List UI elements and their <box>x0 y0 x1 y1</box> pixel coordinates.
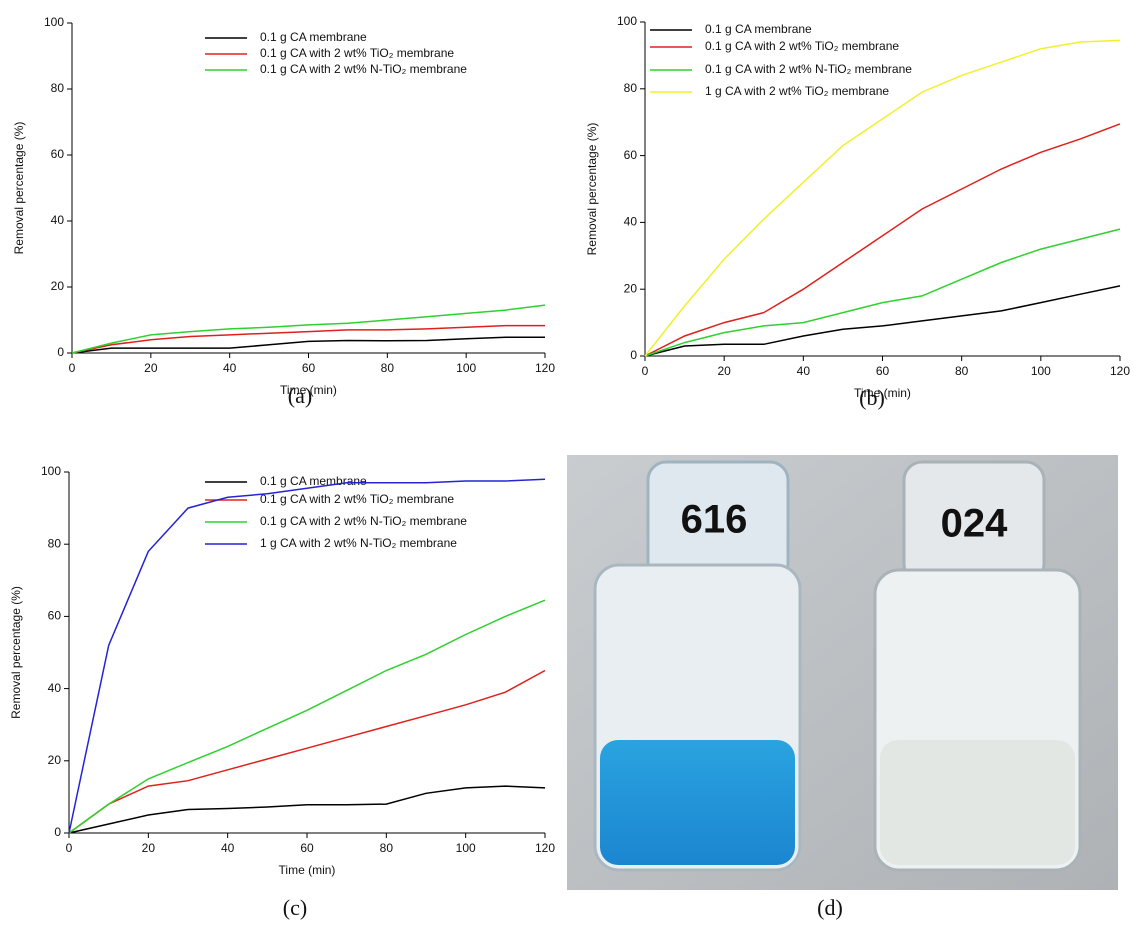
legend-label: 0.1 g CA with 2 wt% N-TiO₂ membrane <box>260 514 467 528</box>
data-line <box>68 478 546 834</box>
x-tick-label: 60 <box>302 361 316 375</box>
x-tick-label: 120 <box>535 361 555 375</box>
panel-caption: (b) <box>859 385 885 410</box>
legend-label: 0.1 g CA membrane <box>260 474 367 488</box>
y-axis-label: Removal percentage (%) <box>12 122 26 255</box>
data-line <box>644 228 1121 357</box>
data-line <box>644 285 1121 357</box>
x-tick-label: 80 <box>380 841 394 855</box>
blue-solution <box>600 740 795 865</box>
photo: 616 024 <box>567 455 1118 890</box>
data-line <box>71 304 546 354</box>
y-axis-label: Removal percentage (%) <box>9 586 23 719</box>
x-tick-label: 100 <box>456 361 476 375</box>
x-tick-label: 40 <box>221 841 235 855</box>
y-tick-label: 40 <box>51 213 65 227</box>
x-tick-label: 0 <box>69 361 76 375</box>
x-tick-label: 60 <box>876 364 890 378</box>
x-tick-label: 120 <box>535 841 555 855</box>
legend-label: 0.1 g CA membrane <box>260 30 367 44</box>
y-tick-label: 0 <box>57 345 64 359</box>
clear-solution <box>880 740 1075 865</box>
x-tick-label: 40 <box>797 364 811 378</box>
x-tick-label: 20 <box>717 364 731 378</box>
data-line <box>71 336 545 354</box>
y-tick-label: 60 <box>48 609 62 623</box>
y-axis-label: Removal percentage (%) <box>585 123 599 256</box>
x-tick-label: 60 <box>300 841 314 855</box>
x-tick-label: 20 <box>142 841 156 855</box>
x-tick-label: 40 <box>223 361 237 375</box>
y-tick-label: 100 <box>617 14 637 28</box>
data-line <box>68 785 546 834</box>
y-tick-label: 100 <box>41 464 61 478</box>
legend-label: 0.1 g CA with 2 wt% TiO₂ membrane <box>260 46 454 60</box>
x-axis-label: Time (min) <box>280 383 337 397</box>
x-tick-label: 100 <box>1031 364 1051 378</box>
y-tick-label: 60 <box>51 147 65 161</box>
legend-label: 0.1 g CA with 2 wt% N-TiO₂ membrane <box>260 62 467 76</box>
bottle-label: 616 <box>681 498 748 542</box>
y-tick-label: 80 <box>51 81 65 95</box>
y-tick-label: 40 <box>48 681 62 695</box>
y-tick-label: 20 <box>624 281 638 295</box>
x-tick-label: 0 <box>642 364 649 378</box>
y-tick-label: 100 <box>44 15 64 29</box>
panel-caption: (a) <box>288 383 312 408</box>
data-line <box>68 599 546 834</box>
legend-label: 0.1 g CA membrane <box>705 22 812 36</box>
legend-label: 1 g CA with 2 wt% TiO₂ membrane <box>705 84 889 98</box>
y-tick-label: 60 <box>624 148 638 162</box>
legend-label: 0.1 g CA with 2 wt% TiO₂ membrane <box>260 492 454 506</box>
data-line <box>68 669 546 834</box>
x-axis-label: Time (min) <box>854 386 911 400</box>
x-tick-label: 80 <box>381 361 395 375</box>
y-tick-label: 80 <box>48 536 62 550</box>
y-tick-label: 0 <box>54 825 61 839</box>
x-tick-label: 20 <box>144 361 158 375</box>
legend-label: 1 g CA with 2 wt% N-TiO₂ membrane <box>260 536 457 550</box>
bottle-label: 024 <box>941 502 1008 546</box>
y-tick-label: 20 <box>48 753 62 767</box>
y-tick-label: 20 <box>51 279 65 293</box>
data-line <box>644 123 1121 357</box>
legend-label: 0.1 g CA with 2 wt% N-TiO₂ membrane <box>705 62 912 76</box>
x-tick-label: 100 <box>456 841 476 855</box>
data-line <box>644 39 1121 357</box>
x-tick-label: 120 <box>1110 364 1130 378</box>
y-tick-label: 80 <box>624 81 638 95</box>
x-tick-label: 80 <box>955 364 969 378</box>
x-axis-label: Time (min) <box>279 863 336 877</box>
x-tick-label: 0 <box>66 841 73 855</box>
y-tick-label: 0 <box>630 348 637 362</box>
legend-label: 0.1 g CA with 2 wt% TiO₂ membrane <box>705 39 899 53</box>
panel-caption: (d) <box>817 895 843 920</box>
y-tick-label: 40 <box>624 215 638 229</box>
panel-caption: (c) <box>283 895 307 920</box>
data-line <box>71 324 545 354</box>
